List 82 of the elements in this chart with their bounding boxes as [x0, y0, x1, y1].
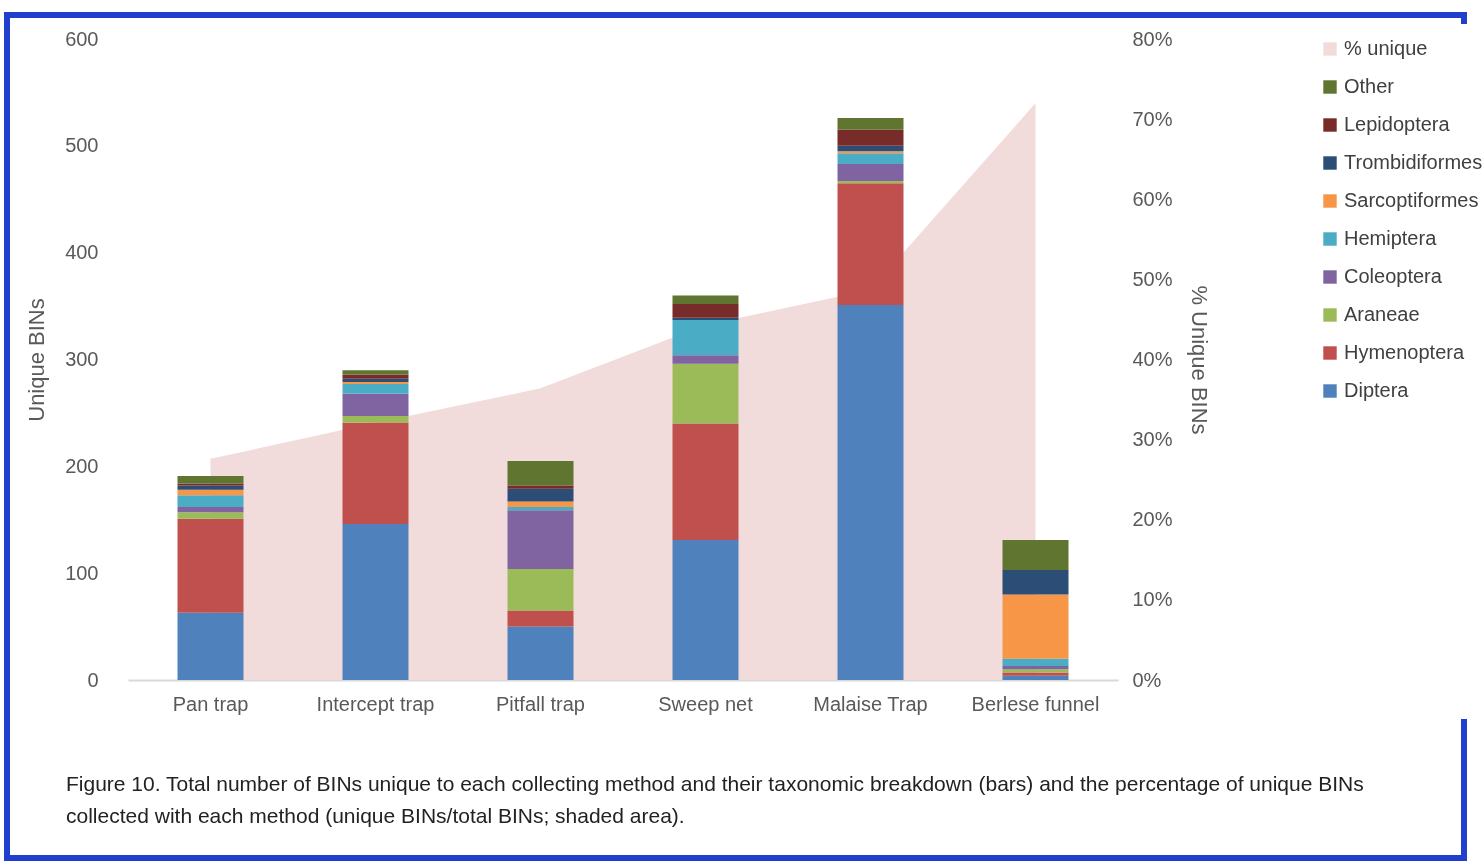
- x-tick-label: Intercept trap: [316, 692, 435, 715]
- legend-label: % unique: [1344, 37, 1428, 59]
- bar: [1002, 569, 1069, 595]
- y2-axis-title: % Unique BINs: [1186, 285, 1212, 435]
- bar: [837, 163, 904, 182]
- bar: [1002, 594, 1069, 659]
- legend-label: Trombidiformes: [1344, 151, 1483, 173]
- bar: [1002, 540, 1069, 570]
- legend-label: Diptera: [1344, 379, 1410, 401]
- bar: [672, 319, 739, 356]
- y2-tick-label: 10%: [1132, 588, 1173, 611]
- bar: [342, 416, 409, 423]
- bar: [837, 183, 904, 306]
- x-tick-label: Sweep net: [658, 692, 754, 715]
- y2-tick-label: 30%: [1132, 428, 1173, 451]
- y2-tick-label: 20%: [1132, 508, 1173, 531]
- bar: [342, 384, 409, 394]
- y-tick-label: 100: [65, 561, 99, 584]
- bar: [177, 489, 244, 496]
- y-axis-title: Unique BINs: [24, 298, 50, 422]
- bar: [507, 488, 574, 502]
- bar: [672, 295, 739, 304]
- bar: [342, 524, 409, 680]
- bar: [507, 506, 574, 511]
- bar: [507, 610, 574, 627]
- legend-label: Coleoptera: [1344, 265, 1443, 287]
- bar: [177, 483, 244, 486]
- bar: [837, 118, 904, 130]
- y-tick-label: 300: [65, 348, 99, 370]
- y2-tick-label: 60%: [1132, 187, 1173, 210]
- y2-tick-label: 40%: [1132, 348, 1173, 370]
- legend-label: Lepidoptera: [1344, 113, 1451, 135]
- bar: [342, 374, 409, 379]
- legend-label: Hemiptera: [1344, 227, 1438, 249]
- legend-label: Hymenoptera: [1344, 341, 1465, 363]
- bar: [837, 305, 904, 680]
- bar: [672, 303, 739, 318]
- y2-tick-label: 0%: [1132, 668, 1162, 691]
- bar: [837, 129, 904, 146]
- bar: [342, 393, 409, 417]
- bar: [837, 151, 904, 154]
- y-tick-label: 500: [65, 134, 99, 157]
- legend-label: Sarcoptiformes: [1344, 189, 1479, 211]
- legend-label: Other: [1344, 75, 1395, 97]
- bar: [837, 153, 904, 164]
- caption: Figure 10. Total number of BINs unique to each collecting method and their taxonomic breakdown (bars) and the percentage of unique BINs collected with each method (unique BINs/total BINs; shaded area).: [66, 771, 1365, 829]
- bar: [177, 506, 244, 513]
- x-tick-label: Pitfall trap: [496, 692, 585, 715]
- x-tick-label: Malaise Trap: [813, 692, 928, 715]
- bar: [507, 568, 574, 611]
- bar: [672, 540, 739, 680]
- y-tick-label: 400: [65, 241, 99, 264]
- bar: [507, 501, 574, 507]
- y2-tick-label: 50%: [1132, 267, 1173, 290]
- y-tick-label: 600: [65, 27, 99, 50]
- bar: [837, 181, 904, 184]
- legend-label: Araneae: [1344, 303, 1420, 325]
- bar: [672, 363, 739, 424]
- x-tick-label: Berlese funnel: [971, 692, 1100, 715]
- y-tick-label: 0: [87, 668, 99, 691]
- bar: [342, 422, 409, 525]
- y-tick-label: 200: [65, 454, 99, 477]
- y2-tick-label: 70%: [1132, 107, 1173, 130]
- bar: [177, 612, 244, 680]
- bar: [177, 485, 244, 490]
- bar: [177, 495, 244, 507]
- bar: [672, 423, 739, 541]
- bar: [1002, 675, 1069, 680]
- y2-tick-label: 80%: [1132, 27, 1173, 50]
- x-tick-label: Pan trap: [172, 692, 249, 715]
- bar: [177, 518, 244, 613]
- bar: [342, 370, 409, 375]
- bar: [672, 355, 739, 364]
- bar: [507, 460, 574, 486]
- bar: [177, 475, 244, 484]
- bar: [1002, 658, 1069, 667]
- bar: [177, 512, 244, 519]
- bar: [837, 145, 904, 152]
- bar: [672, 317, 739, 320]
- bar: [507, 510, 574, 569]
- bar: [507, 626, 574, 680]
- bar: [507, 485, 574, 489]
